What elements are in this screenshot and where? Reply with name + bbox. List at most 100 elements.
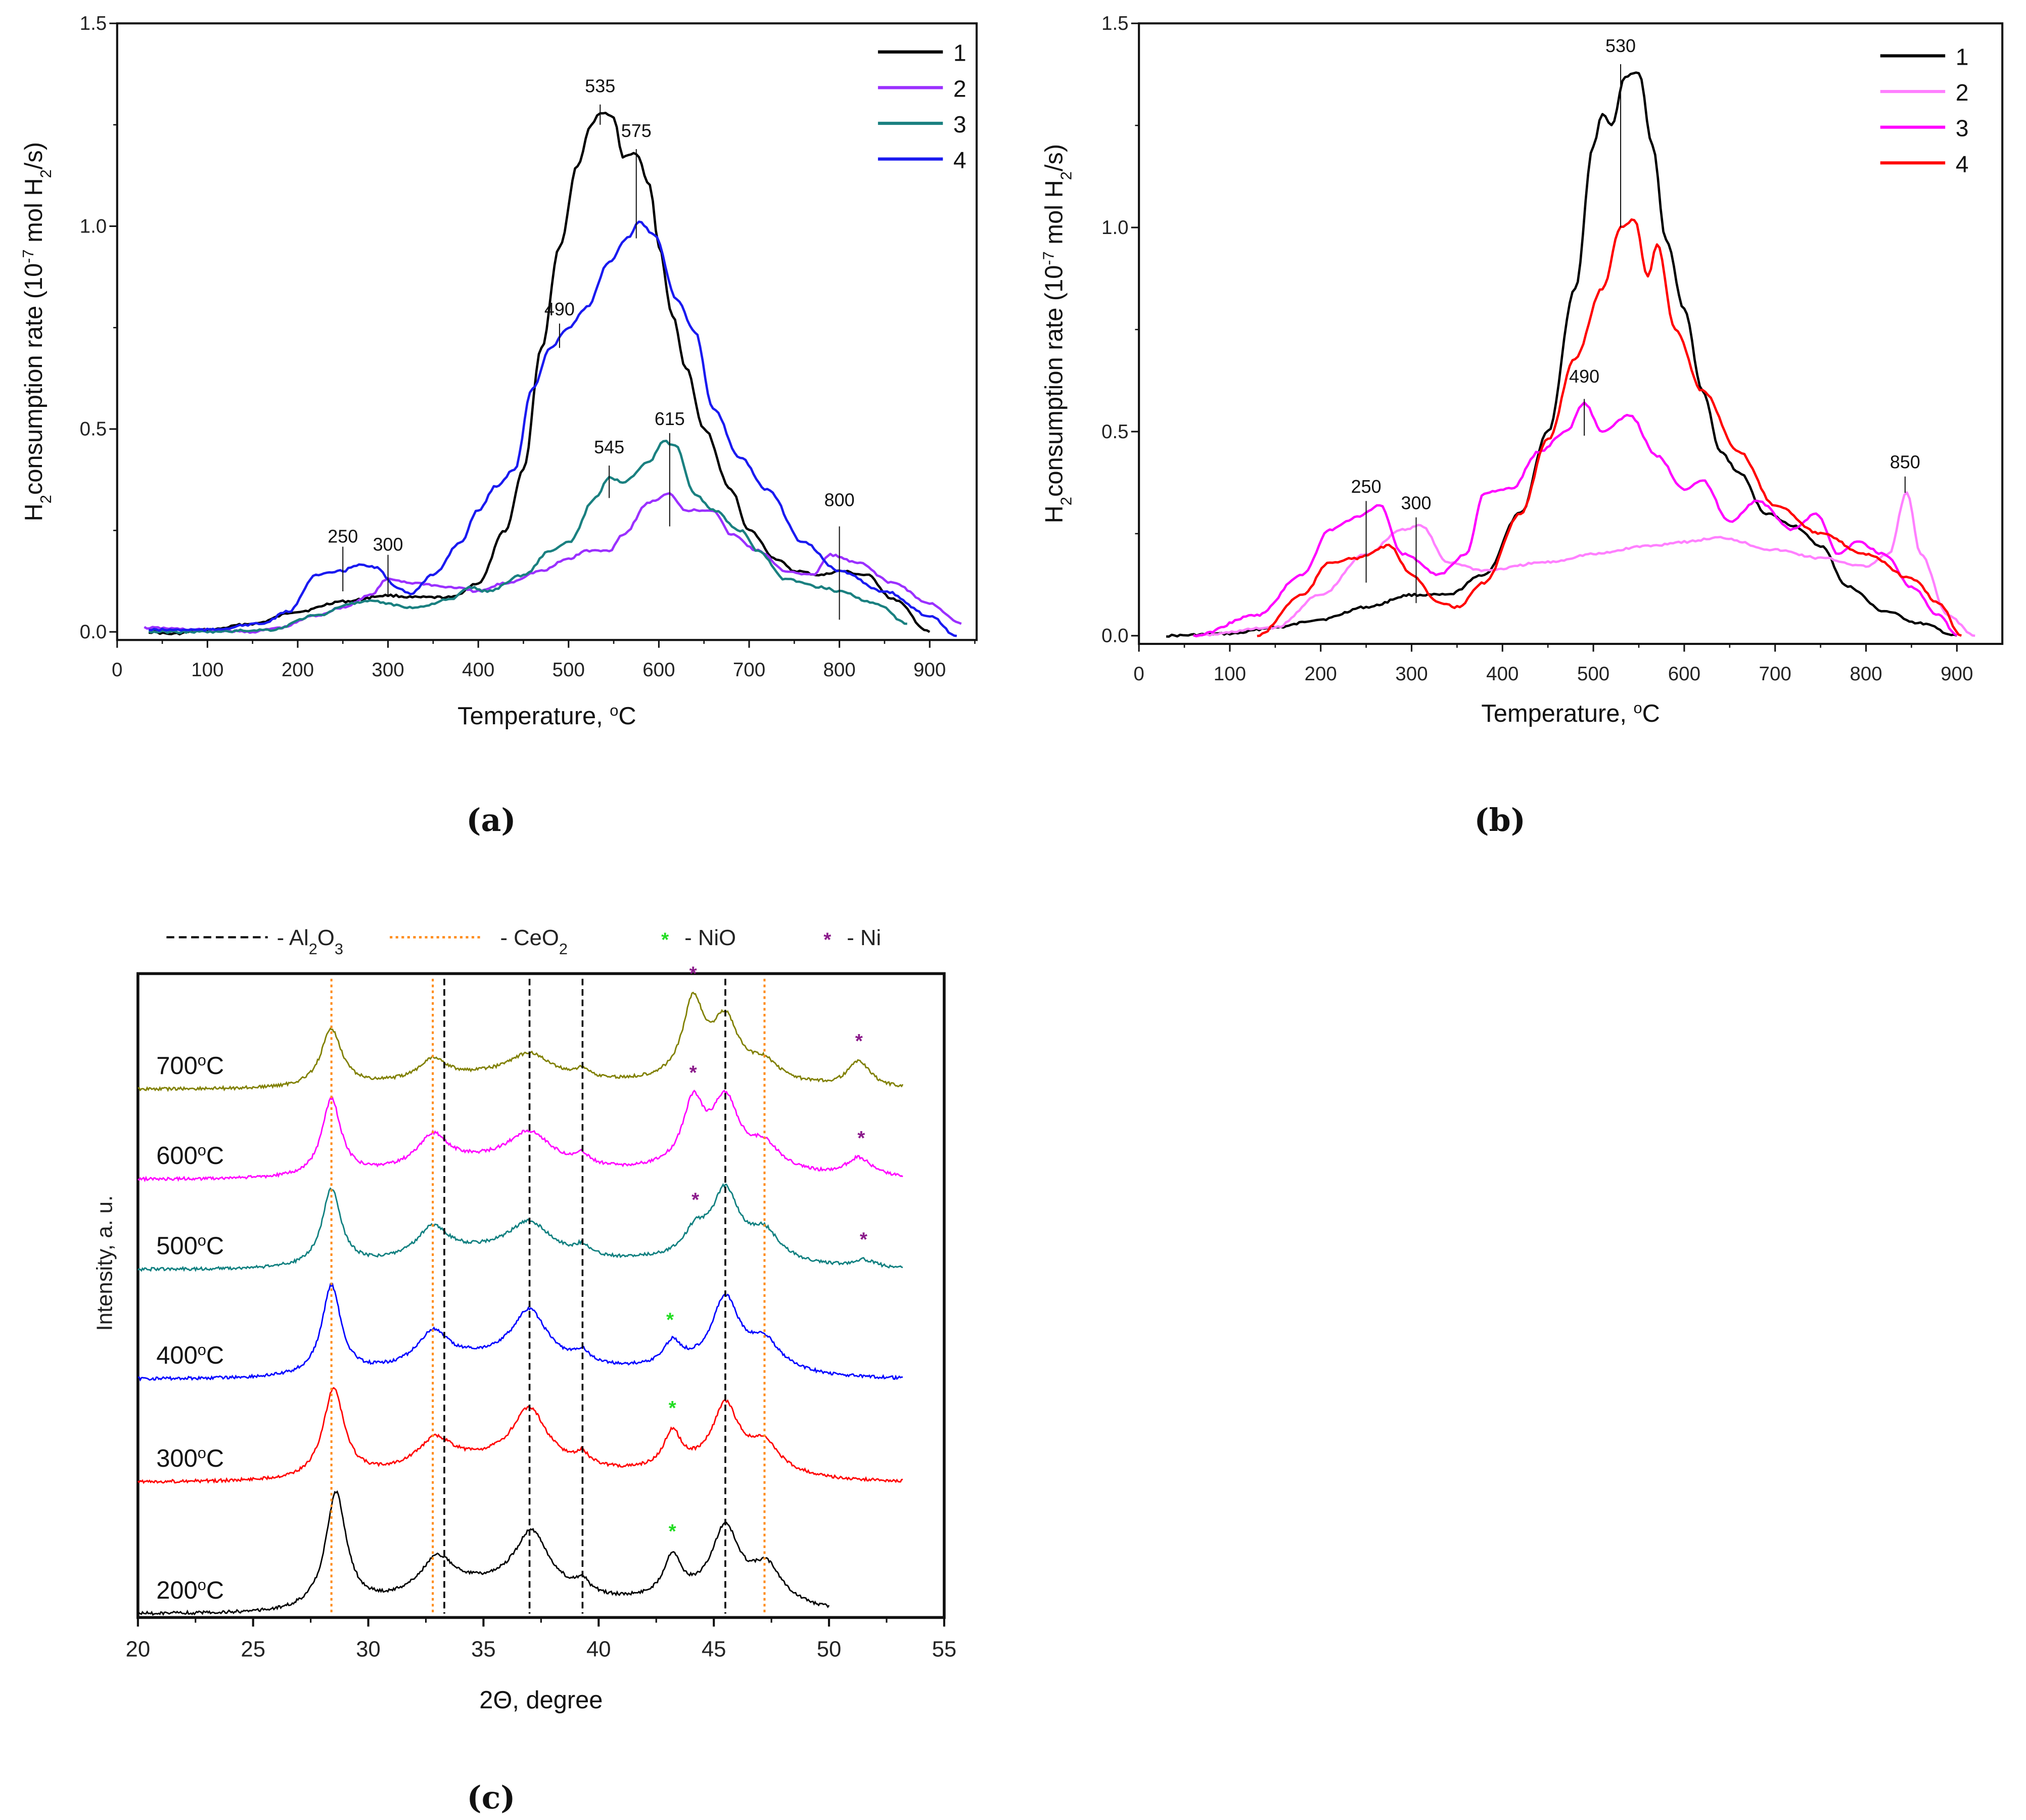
- y-tick-label: 0.0: [1101, 625, 1129, 647]
- y-axis-title: H2consumption rate (10-7 mol H2/s): [19, 142, 54, 522]
- y-title-sup: -7: [19, 249, 36, 263]
- nio-star-marker: *: [666, 1310, 674, 1331]
- x-tick-label: 300: [1395, 663, 1428, 685]
- x-tick-label: 600: [1668, 663, 1700, 685]
- x-tick-label: 800: [823, 659, 855, 681]
- temp-unit: C: [206, 1577, 224, 1604]
- legend-label-part: - Al: [277, 925, 309, 950]
- series-line-4: [1257, 218, 1962, 637]
- series-line-3: [1193, 401, 1958, 637]
- caption-b: (b): [1474, 802, 1525, 838]
- xrd-pattern-500: [137, 1183, 903, 1272]
- xrd-pattern-400: [137, 1282, 903, 1382]
- x-tick-label: 400: [462, 659, 494, 681]
- x-tick-label: 100: [1214, 663, 1246, 685]
- annotation-label: 250: [328, 526, 358, 547]
- y-title-mid2: mol H: [20, 178, 48, 249]
- annotation-label: 530: [1605, 35, 1636, 56]
- degree-sup: o: [198, 1576, 206, 1594]
- annotation-label: 300: [373, 534, 403, 555]
- ni-star-marker: *: [860, 1229, 867, 1251]
- temp-value: 300: [156, 1445, 197, 1472]
- legend-star-icon: *: [661, 929, 669, 951]
- annotation-label: 545: [594, 437, 624, 457]
- annotation-label: 490: [544, 299, 575, 319]
- y-title-end: /s): [20, 142, 48, 169]
- pattern-temperature-label: 600oC: [156, 1141, 224, 1170]
- legend-star-icon: *: [823, 929, 831, 951]
- x-tick-label: 700: [733, 659, 765, 681]
- x-tick-label: 900: [1941, 663, 1973, 685]
- pattern-temperature-label: 500oC: [156, 1231, 224, 1260]
- x-tick-label: 35: [471, 1637, 496, 1661]
- temp-value: 600: [156, 1142, 197, 1170]
- legend-label: - NiO: [684, 925, 736, 950]
- annotation-label: 850: [1890, 452, 1920, 473]
- annotation-label: 575: [621, 120, 652, 141]
- x-tick-label: 900: [913, 659, 946, 681]
- y-axis-title: Intensity, a. u.: [92, 1195, 117, 1331]
- legend-label: - CeO2: [500, 925, 568, 957]
- temp-value: 400: [156, 1342, 197, 1369]
- series-line-4: [149, 220, 957, 637]
- series-line-2: [144, 492, 962, 634]
- y-title-mid2: mol H: [1041, 180, 1068, 251]
- x-tick-label: 30: [356, 1637, 381, 1661]
- caption-c: (c): [467, 1779, 516, 1816]
- ni-star-marker: *: [689, 1062, 697, 1084]
- x-tick-label: 800: [1850, 663, 1882, 685]
- x-tick-label: 40: [586, 1637, 611, 1661]
- degree-sup: o: [198, 1443, 206, 1461]
- x-tick-label: 50: [817, 1637, 842, 1661]
- y-title-end: /s): [1041, 144, 1068, 171]
- pattern-temperature-label: 300oC: [156, 1443, 224, 1472]
- legend-label-part: - NiO: [684, 925, 736, 950]
- temp-unit: C: [206, 1233, 224, 1260]
- legend-label-part: 2: [559, 940, 568, 957]
- series-line-1: [1166, 71, 1958, 638]
- legend-label-2: 2: [953, 75, 966, 102]
- legend-label-4: 4: [1956, 151, 1969, 177]
- chart-a-tpr-profiles: 0 100 200 300 400 500 600 700 800 900 0.0 0.5 1.0 1.5…: [19, 13, 978, 730]
- y-tick-label: 0.5: [80, 418, 107, 440]
- x-axis-title-text: Temperature,: [457, 703, 610, 730]
- y-axis-title: H2consumption rate (10-7 mol H2/s): [1039, 144, 1075, 524]
- legend-label-3: 3: [1956, 115, 1969, 142]
- pattern-temperature-label: 700oC: [156, 1051, 224, 1080]
- plot-frame: [136, 972, 946, 1619]
- y-title-sub: 2: [36, 495, 54, 503]
- x-tick-label: 0: [1133, 663, 1144, 685]
- legend-label-4: 4: [953, 147, 966, 173]
- nio-star-marker: *: [669, 1521, 676, 1543]
- caption-a: (a): [466, 802, 516, 838]
- chart-c-xrd-patterns: 20 25 30 35 40 45 50 55 2Θ, degree Intensity, a. …: [92, 925, 956, 1714]
- legend-label: - Al2O3: [277, 925, 343, 957]
- legend-label-2: 2: [1956, 79, 1969, 106]
- series-line-2: [1192, 491, 1975, 638]
- annotation-label: 535: [585, 76, 615, 97]
- plot-frame: [1138, 22, 2004, 645]
- legend-label-3: 3: [953, 111, 966, 137]
- plot-frame: [116, 22, 978, 641]
- pattern-temperature-label: 400oC: [156, 1341, 224, 1370]
- degree-sup: o: [198, 1231, 206, 1249]
- degree-sup: o: [198, 1341, 206, 1359]
- annotation-label: 250: [1351, 476, 1382, 497]
- ni-star-marker: *: [689, 963, 697, 985]
- y-tick-label: 1.5: [1101, 13, 1129, 34]
- temp-value: 500: [156, 1233, 197, 1260]
- x-axis-title-unit: C: [1642, 700, 1660, 727]
- y-title-mid: consumption rate (10: [20, 263, 48, 495]
- x-tick-label: 300: [372, 659, 404, 681]
- temp-value: 200: [156, 1577, 197, 1604]
- legend-label: - Ni: [847, 925, 881, 950]
- x-axis-title: 2Θ, degree: [479, 1687, 603, 1714]
- chart-b-tpr-profiles: 0 100 200 300 400 500 600 700 800 900 0.0 0.5 1.0 1.5…: [1039, 13, 2004, 727]
- temp-unit: C: [206, 1052, 224, 1080]
- xrd-pattern-200: [137, 1490, 830, 1616]
- pattern-temperature-label: 200oC: [156, 1576, 224, 1605]
- temp-unit: C: [206, 1142, 224, 1170]
- y-tick-label: 1.5: [80, 13, 107, 34]
- legend-label-part: 2: [309, 940, 317, 957]
- y-tick-label: 0.0: [80, 621, 107, 643]
